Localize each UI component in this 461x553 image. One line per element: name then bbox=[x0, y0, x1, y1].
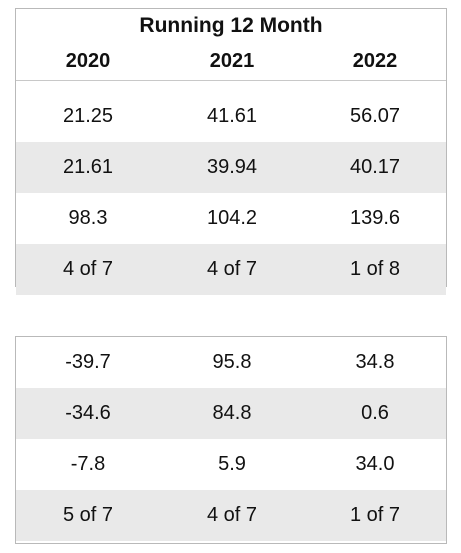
running-12-month-table: Running 12 Month 2020 2021 2022 21.25 41… bbox=[15, 8, 447, 295]
header-2020: 2020 bbox=[65, 50, 111, 72]
table-cell: 39.94 bbox=[206, 156, 258, 178]
table-cell: 21.25 bbox=[62, 105, 114, 127]
header-spacer bbox=[16, 81, 446, 91]
table-cell: 104.2 bbox=[206, 207, 258, 229]
table-cell: -7.8 bbox=[70, 453, 106, 475]
header-2022: 2022 bbox=[352, 50, 398, 72]
table-cell: 34.8 bbox=[355, 351, 395, 373]
table-cell: 41.61 bbox=[206, 105, 258, 127]
header-2021: 2021 bbox=[209, 50, 255, 72]
table-cell: 56.07 bbox=[349, 105, 401, 127]
table-cell: 1 of 7 bbox=[349, 504, 401, 526]
table-cell: -34.6 bbox=[65, 402, 111, 424]
table-cell: 40.17 bbox=[349, 156, 401, 178]
second-table: -39.7 95.8 34.8 -34.6 84.8 0.6 -7.8 5.9 … bbox=[15, 336, 447, 544]
table-cell: 1 of 8 bbox=[349, 258, 401, 280]
table-title: Running 12 Month bbox=[139, 14, 323, 37]
table-cell: 4 of 7 bbox=[206, 504, 258, 526]
table-row: -7.8 5.9 34.0 bbox=[16, 439, 446, 490]
table-cell: 5 of 7 bbox=[62, 504, 114, 526]
table-row: 21.25 41.61 56.07 bbox=[16, 91, 446, 142]
table-cell: 84.8 bbox=[212, 402, 252, 424]
table-row: 21.61 39.94 40.17 bbox=[16, 142, 446, 193]
table-row: 5 of 7 4 of 7 1 of 7 bbox=[16, 490, 446, 541]
table-cell: 139.6 bbox=[349, 207, 401, 229]
table-row: -39.7 95.8 34.8 bbox=[16, 337, 446, 388]
table-row: 4 of 7 4 of 7 1 of 8 bbox=[16, 244, 446, 295]
header-row: 2020 2021 2022 bbox=[16, 43, 446, 81]
table-cell: 4 of 7 bbox=[62, 258, 114, 280]
table-cell: 5.9 bbox=[218, 453, 246, 475]
table-row: -34.6 84.8 0.6 bbox=[16, 388, 446, 439]
table-cell: -39.7 bbox=[65, 351, 111, 373]
table-cell: 0.6 bbox=[361, 402, 389, 424]
table-cell: 95.8 bbox=[212, 351, 252, 373]
table-cell: 98.3 bbox=[68, 207, 108, 229]
table-row: 98.3 104.2 139.6 bbox=[16, 193, 446, 244]
table-cell: 4 of 7 bbox=[206, 258, 258, 280]
table-cell: 21.61 bbox=[62, 156, 114, 178]
table-cell: 34.0 bbox=[355, 453, 395, 475]
